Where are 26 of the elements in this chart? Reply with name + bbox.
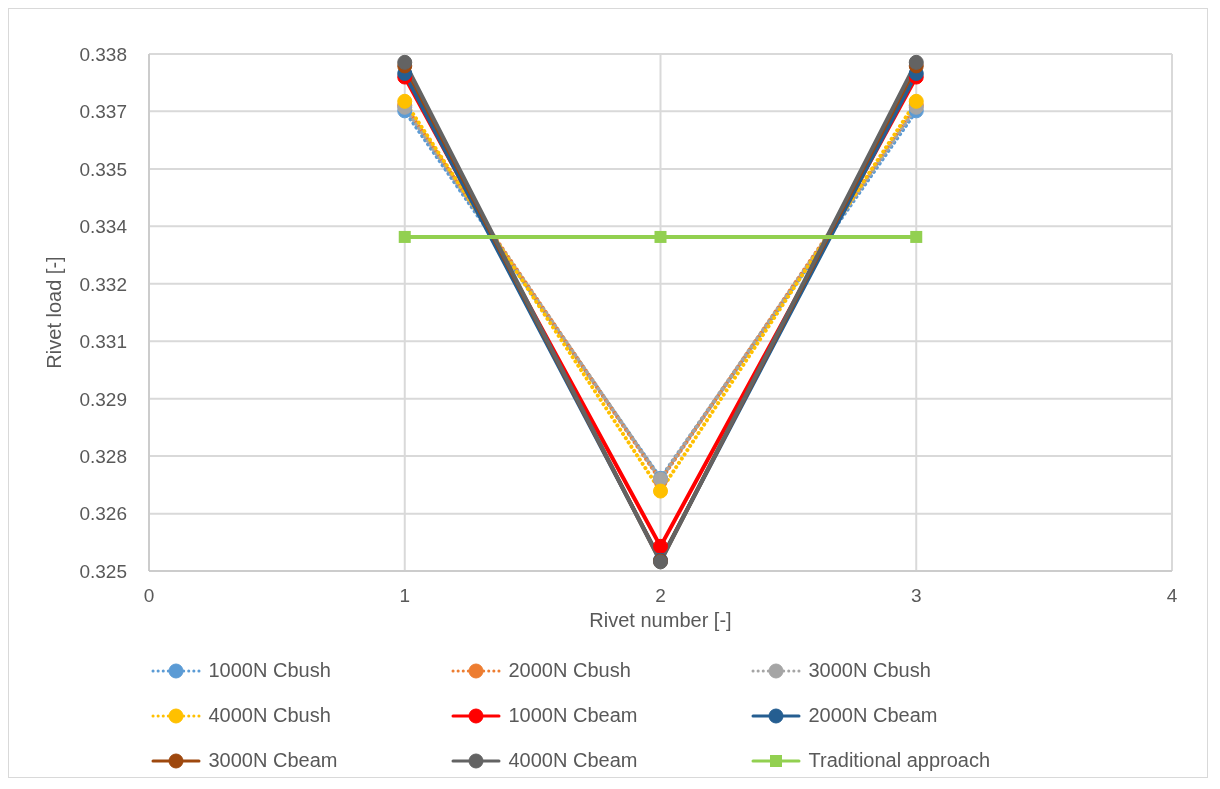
legend-label: 2000N Cbeam <box>808 704 938 727</box>
legend-label: 3000N Cbeam <box>208 749 338 772</box>
y-tick-label: 0.332 <box>79 273 127 295</box>
x-tick-label: 0 <box>143 585 155 607</box>
legend-label: 2000N Cbush <box>508 659 631 682</box>
legend-label: 1000N Cbeam <box>508 704 638 727</box>
y-tick-label: 0.335 <box>79 158 127 180</box>
y-tick-label: 0.329 <box>79 388 127 410</box>
y-tick-label: 0.326 <box>79 503 127 525</box>
legend-label: 3000N Cbush <box>808 659 931 682</box>
y-tick-label: 0.338 <box>79 43 127 65</box>
x-tick-label: 2 <box>655 585 666 607</box>
x-tick-label: 1 <box>399 585 411 607</box>
legend-label: 4000N Cbush <box>208 704 331 727</box>
legend-label: 4000N Cbeam <box>508 749 638 772</box>
x-axis-title: Rivet number [-] <box>589 609 732 631</box>
legend-label: 1000N Cbush <box>208 659 331 682</box>
y-tick-label: 0.328 <box>79 445 127 467</box>
y-axis-title: Rivet load [-] <box>43 256 66 369</box>
y-tick-label: 0.337 <box>79 101 127 123</box>
x-tick-label: 3 <box>910 585 922 607</box>
legend-label: Traditional approach <box>808 749 991 772</box>
y-tick-label: 0.325 <box>79 560 127 582</box>
y-tick-label: 0.334 <box>79 215 128 237</box>
y-tick-label: 0.331 <box>79 330 127 352</box>
x-tick-label: 4 <box>1166 585 1178 607</box>
